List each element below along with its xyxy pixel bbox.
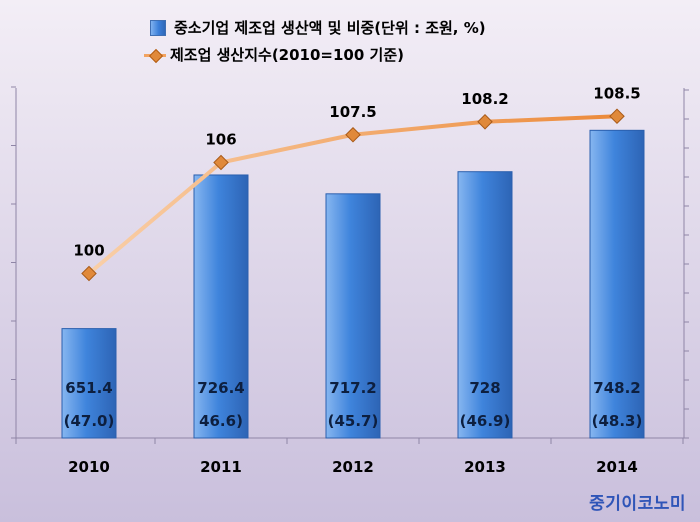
legend-item-line: 제조업 생산지수(2010=100 기준) (144, 41, 486, 68)
bar (61, 328, 117, 439)
line-marker (477, 114, 493, 130)
bar-value-label: 651.4 (65, 379, 112, 397)
line-marker (213, 154, 229, 171)
bar (325, 193, 381, 439)
x-tick-label: 2011 (200, 458, 242, 476)
bar (589, 129, 645, 439)
legend: 중소기업 제조업 생산액 및 비중(단위 : 조원, %) 제조업 생산지수(2… (144, 14, 486, 68)
line-marker (81, 265, 97, 282)
bar-share-label: (45.7) (328, 412, 379, 430)
legend-bar-label: 중소기업 제조업 생산액 및 비중(단위 : 조원, %) (174, 18, 486, 37)
bar-swatch-icon (150, 19, 166, 36)
x-tick-label: 2012 (332, 458, 374, 476)
line-swatch-icon (144, 48, 166, 63)
bar-value-label: 748.2 (593, 379, 640, 397)
bar (193, 174, 249, 439)
bar (457, 171, 513, 439)
x-tick-label: 2014 (596, 458, 638, 476)
bar-value-label: 726.4 (197, 379, 244, 397)
legend-line-label: 제조업 생산지수(2010=100 기준) (170, 45, 404, 64)
legend-item-bars: 중소기업 제조업 생산액 및 비중(단위 : 조원, %) (150, 14, 486, 41)
x-tick-label: 2010 (68, 458, 110, 476)
line-marker (609, 108, 625, 125)
bar-share-label: (48.3) (592, 412, 643, 430)
bar-share-label: 46.6) (199, 412, 243, 430)
line-marker (345, 126, 361, 143)
bar-value-label: 728 (469, 379, 500, 397)
bar-value-label: 717.2 (329, 379, 376, 397)
line-data-label: 106 (205, 131, 236, 149)
line-data-label: 108.5 (593, 84, 640, 102)
x-tick-label: 2013 (464, 458, 506, 476)
line-data-label: 100 (73, 242, 104, 260)
line-data-label: 108.2 (461, 90, 508, 108)
bar-share-label: (46.9) (460, 412, 511, 430)
line-data-label: 107.5 (329, 103, 376, 121)
brand-logo: 중기이코노미 (589, 494, 686, 514)
bar-share-label: (47.0) (64, 412, 115, 430)
